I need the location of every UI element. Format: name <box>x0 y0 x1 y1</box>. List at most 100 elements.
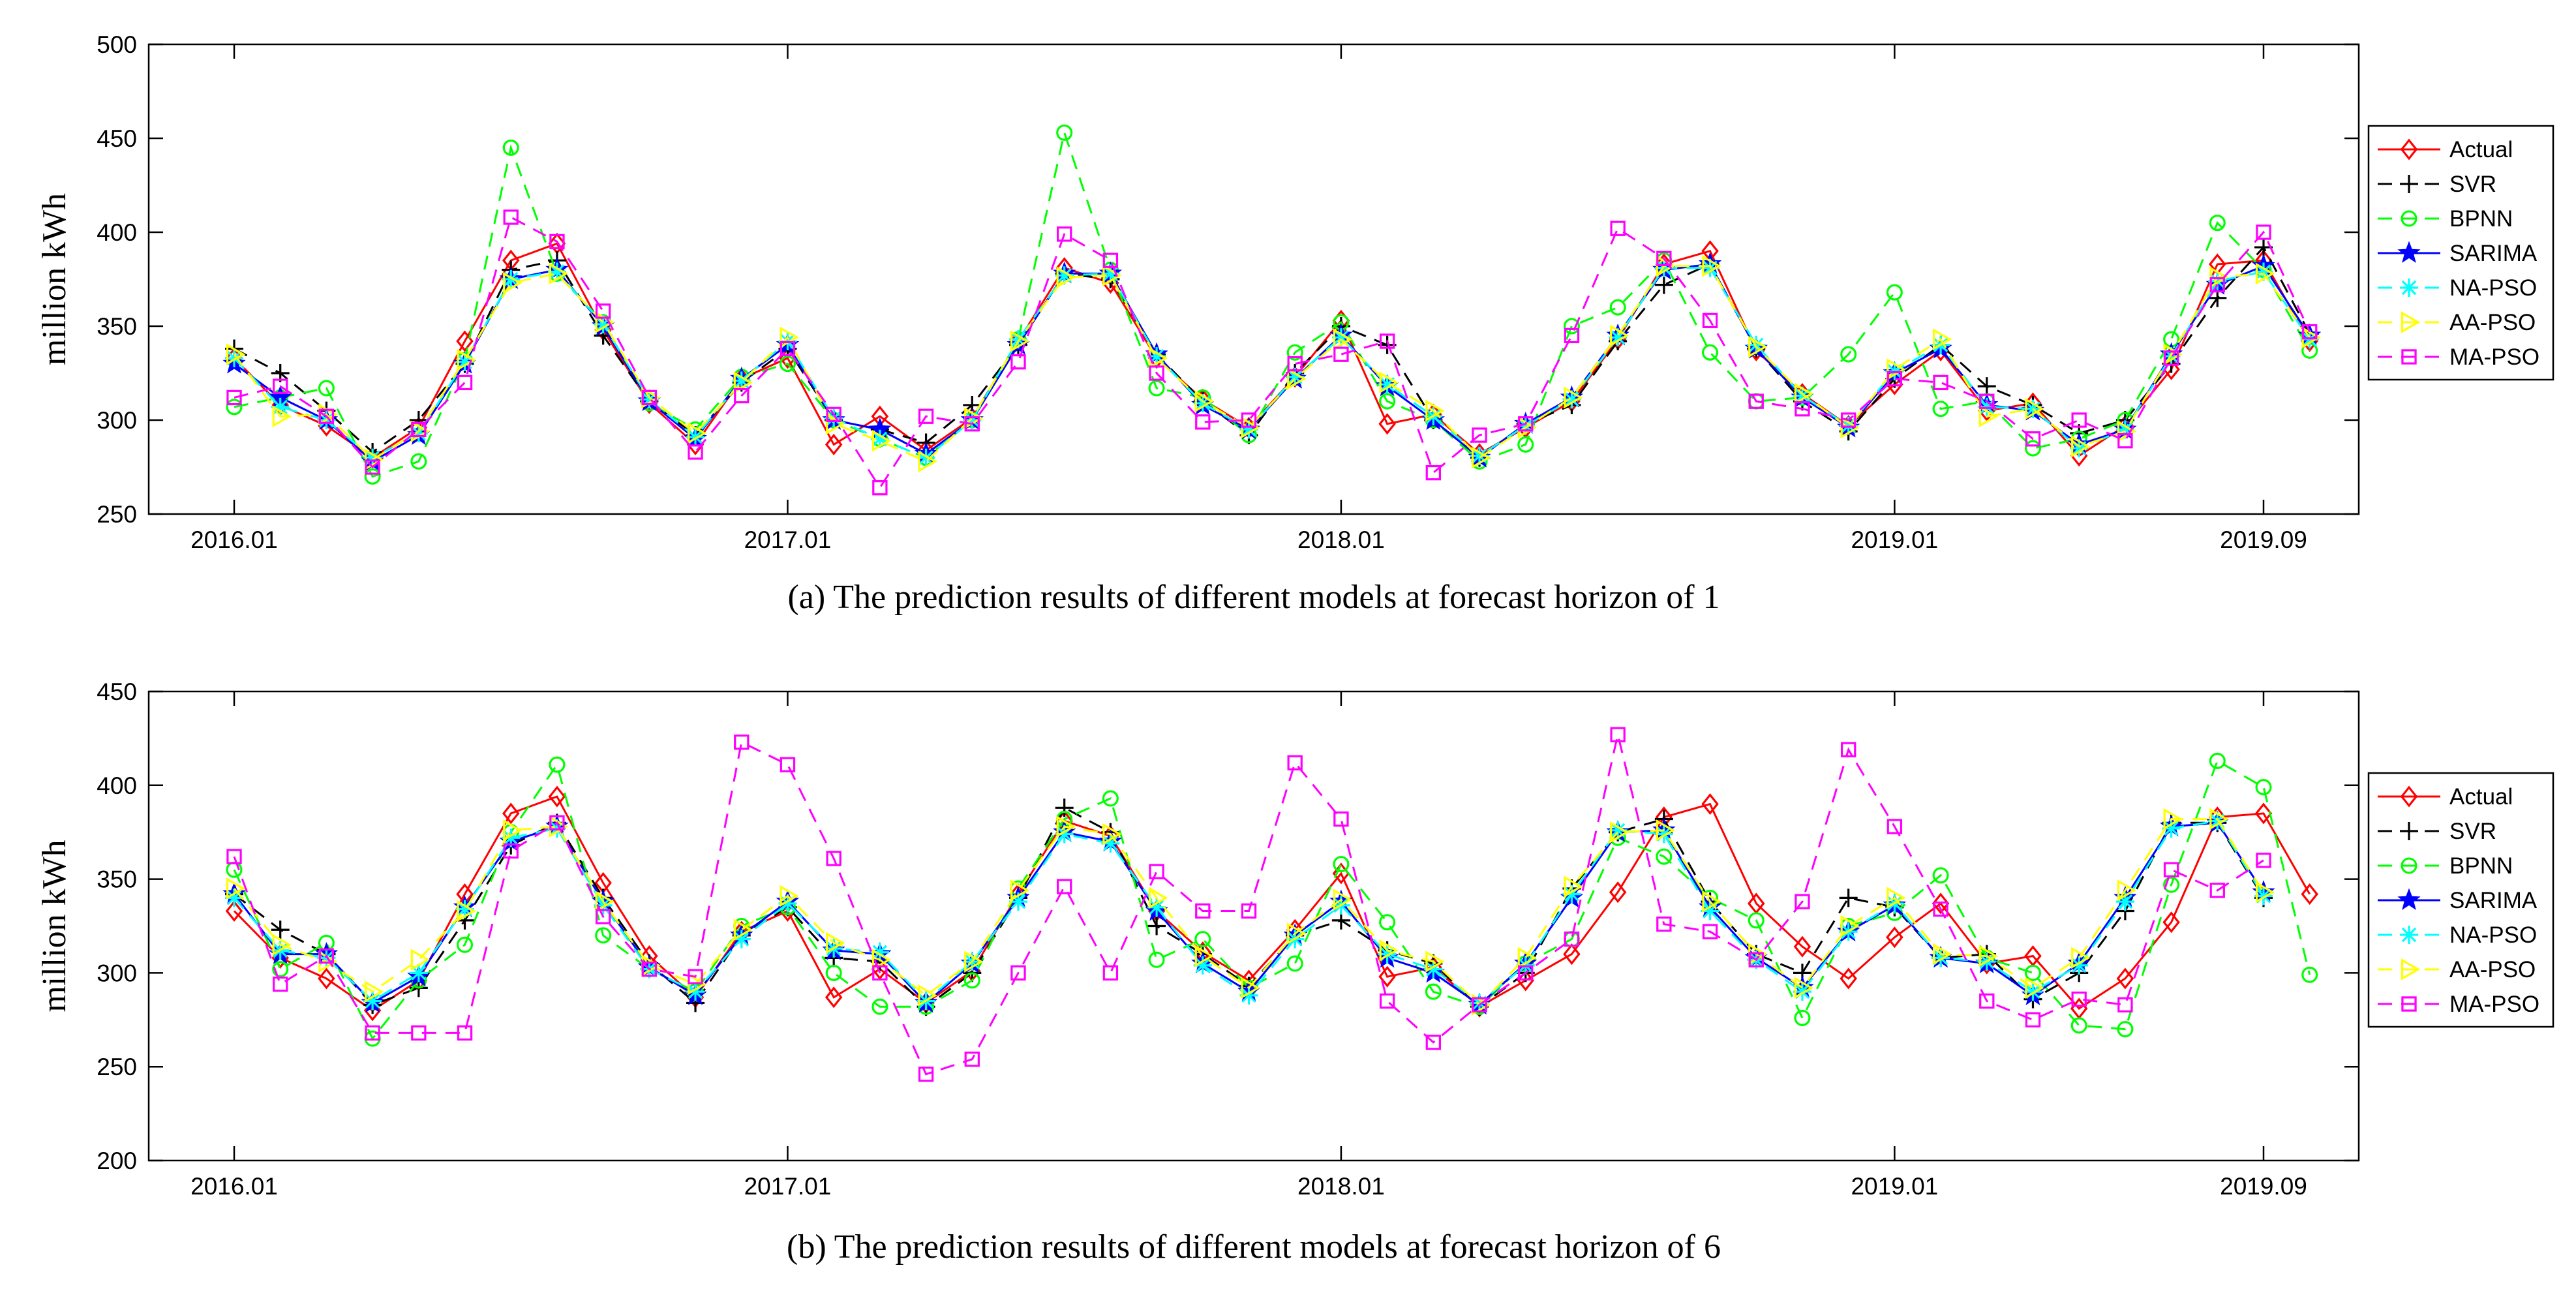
data-point-na-pso <box>1654 258 1673 277</box>
data-point-aa-pso <box>1887 887 1906 909</box>
data-point-ma-pso <box>1933 901 1948 917</box>
data-point-ma-pso <box>641 389 658 406</box>
data-point-aa-pso <box>1978 945 1998 967</box>
data-point-ma-pso <box>1102 965 1119 981</box>
data-point-bpnn <box>1425 983 1442 1000</box>
data-point-ma-pso <box>503 843 519 859</box>
data-point-ma-pso <box>2163 862 2179 877</box>
legend-label-sarima: SARIMA <box>2449 241 2538 266</box>
data-point-ma-pso <box>1010 354 1026 370</box>
data-point-ma-pso <box>1795 401 1810 417</box>
data-point-ma-pso <box>2256 853 2271 868</box>
data-point-ma-pso <box>457 1025 473 1041</box>
legend-marker-aa-pso <box>2401 311 2421 333</box>
data-point-bpnn <box>1748 912 1765 929</box>
data-point-na-pso <box>2208 812 2227 830</box>
data-point-ma-pso <box>365 459 380 475</box>
data-point-na-pso <box>1193 394 1212 413</box>
data-point-bpnn <box>410 453 427 470</box>
data-point-svr <box>1839 889 1858 907</box>
data-point-bpnn <box>779 356 796 372</box>
data-point-ma-pso <box>549 234 565 250</box>
data-point-ma-pso <box>595 909 611 924</box>
data-point-ma-pso <box>2256 224 2271 240</box>
data-point-ma-pso <box>2071 412 2087 428</box>
data-point-ma-pso <box>964 1052 980 1067</box>
data-point-ma-pso <box>549 815 565 830</box>
data-point-aa-pso <box>2255 881 2275 904</box>
data-point-aa-pso <box>1702 255 1721 277</box>
data-point-aa-pso <box>503 272 523 294</box>
series-line-aa-pso <box>233 265 2311 463</box>
data-point-ma-pso <box>503 209 519 225</box>
data-point-actual <box>1563 943 1581 965</box>
data-point-ma-pso <box>1195 414 1211 430</box>
data-point-aa-pso <box>1702 890 1721 913</box>
data-point-ma-pso <box>964 416 980 432</box>
data-point-na-pso <box>1008 892 1027 911</box>
data-point-actual <box>502 802 520 825</box>
data-point-na-pso <box>225 889 243 907</box>
data-point-na-pso <box>686 982 705 1001</box>
x-tick-label: 2019.01 <box>1851 526 1938 553</box>
data-point-na-pso <box>1793 982 1811 1001</box>
data-point-na-pso <box>2023 982 2042 1001</box>
data-point-na-pso <box>1147 347 1166 366</box>
data-point-actual <box>318 967 335 990</box>
data-point-actual <box>2254 802 2273 825</box>
data-point-aa-pso <box>1748 335 1768 358</box>
y-tick-label: 350 <box>97 313 137 340</box>
series-aa-pso <box>226 255 2321 473</box>
data-point-ma-pso <box>226 849 242 864</box>
x-tick-label: 2019.09 <box>2220 1173 2307 1200</box>
data-point-bpnn <box>1286 955 1303 972</box>
data-point-aa-pso <box>733 371 753 394</box>
data-point-ma-pso <box>1795 894 1810 909</box>
data-point-na-pso <box>455 900 474 919</box>
data-point-na-pso <box>225 348 243 367</box>
plot-area <box>147 43 2360 515</box>
data-point-bpnn <box>1194 931 1211 948</box>
data-point-na-pso <box>963 411 982 429</box>
data-point-aa-pso <box>503 819 523 842</box>
data-point-ma-pso <box>1748 393 1764 409</box>
data-point-aa-pso <box>1010 879 1030 902</box>
data-point-aa-pso <box>1194 390 1215 412</box>
data-point-bpnn <box>871 998 888 1015</box>
data-point-bpnn <box>1886 284 1903 301</box>
data-point-ma-pso <box>1149 864 1164 879</box>
data-point-svr <box>1654 275 1673 294</box>
legend-marker-sarima <box>2397 888 2421 910</box>
data-point-na-pso <box>640 390 659 409</box>
legend-marker-na-pso <box>2400 279 2418 297</box>
data-point-ma-pso <box>1333 346 1349 362</box>
data-point-na-pso <box>1932 949 1950 967</box>
data-point-na-pso <box>455 352 474 371</box>
y-tick-label: 300 <box>97 960 137 986</box>
data-point-na-pso <box>1378 945 1397 964</box>
data-point-na-pso <box>2115 420 2134 439</box>
data-point-ma-pso <box>1702 924 1718 939</box>
data-point-bpnn <box>2209 752 2226 769</box>
data-point-aa-pso <box>1056 815 1076 838</box>
series-aa-pso <box>226 808 2275 1016</box>
data-point-actual <box>1701 793 1719 815</box>
legend-marker-actual <box>2400 138 2418 160</box>
data-point-ma-pso <box>734 387 750 404</box>
data-point-bpnn <box>1517 436 1534 453</box>
data-point-ma-pso <box>1702 312 1718 329</box>
data-point-ma-pso <box>688 969 703 984</box>
data-point-aa-pso <box>964 950 984 973</box>
data-point-ma-pso <box>1472 427 1487 443</box>
data-point-bpnn <box>2024 440 2041 457</box>
data-point-actual <box>1840 967 1857 990</box>
data-point-ma-pso <box>595 303 611 319</box>
data-point-bpnn <box>1932 867 1949 884</box>
data-point-aa-pso <box>1379 939 1399 962</box>
data-point-ma-pso <box>1979 993 1995 1009</box>
y-tick-label: 200 <box>97 1147 137 1174</box>
legend-label-svr: SVR <box>2449 819 2496 844</box>
data-point-aa-pso <box>1887 358 1906 380</box>
data-point-bpnn <box>1148 380 1165 397</box>
data-point-na-pso <box>2115 892 2134 911</box>
